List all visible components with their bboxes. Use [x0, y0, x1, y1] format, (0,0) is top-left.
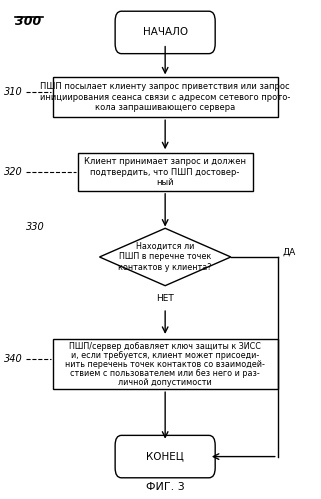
- Polygon shape: [100, 229, 231, 285]
- Text: Находится ли
ПШП в перечне точек
контактов у клиента?: Находится ли ПШП в перечне точек контакт…: [118, 242, 212, 272]
- Text: 300: 300: [15, 15, 41, 28]
- FancyBboxPatch shape: [115, 11, 215, 54]
- FancyBboxPatch shape: [53, 77, 278, 117]
- Text: Клиент принимает запрос и должен
подтвердить, что ПШП достовер-
ный: Клиент принимает запрос и должен подтвер…: [84, 157, 246, 187]
- Text: НАЧАЛО: НАЧАЛО: [143, 27, 188, 37]
- Text: КОНЕЦ: КОНЕЦ: [146, 452, 184, 462]
- Text: нить перечень точек контактов со взаимодей-: нить перечень точек контактов со взаимод…: [65, 360, 265, 369]
- Text: ствием с пользователем или без него и раз-: ствием с пользователем или без него и ра…: [70, 369, 260, 378]
- FancyBboxPatch shape: [78, 154, 253, 191]
- Text: ПШП посылает клиенту запрос приветствия или запрос
инициирования сеанса связи с : ПШП посылает клиенту запрос приветствия …: [40, 82, 290, 112]
- Text: НЕТ: НЕТ: [156, 293, 174, 303]
- Text: ДА: ДА: [282, 248, 295, 256]
- Text: ФИГ. 3: ФИГ. 3: [146, 482, 185, 492]
- FancyBboxPatch shape: [53, 339, 278, 389]
- Text: личной допустимости: личной допустимости: [118, 378, 212, 387]
- Text: ПШП/сервер добавляет ключ защиты к ЗИСС: ПШП/сервер добавляет ключ защиты к ЗИСС: [69, 342, 261, 351]
- Text: 310: 310: [4, 87, 23, 97]
- Text: и, если требуется, клиент может присоеди-: и, если требуется, клиент может присоеди…: [71, 351, 259, 360]
- FancyBboxPatch shape: [115, 435, 215, 478]
- Text: 320: 320: [4, 167, 23, 177]
- Text: 330: 330: [26, 222, 45, 232]
- Text: 340: 340: [4, 354, 23, 364]
